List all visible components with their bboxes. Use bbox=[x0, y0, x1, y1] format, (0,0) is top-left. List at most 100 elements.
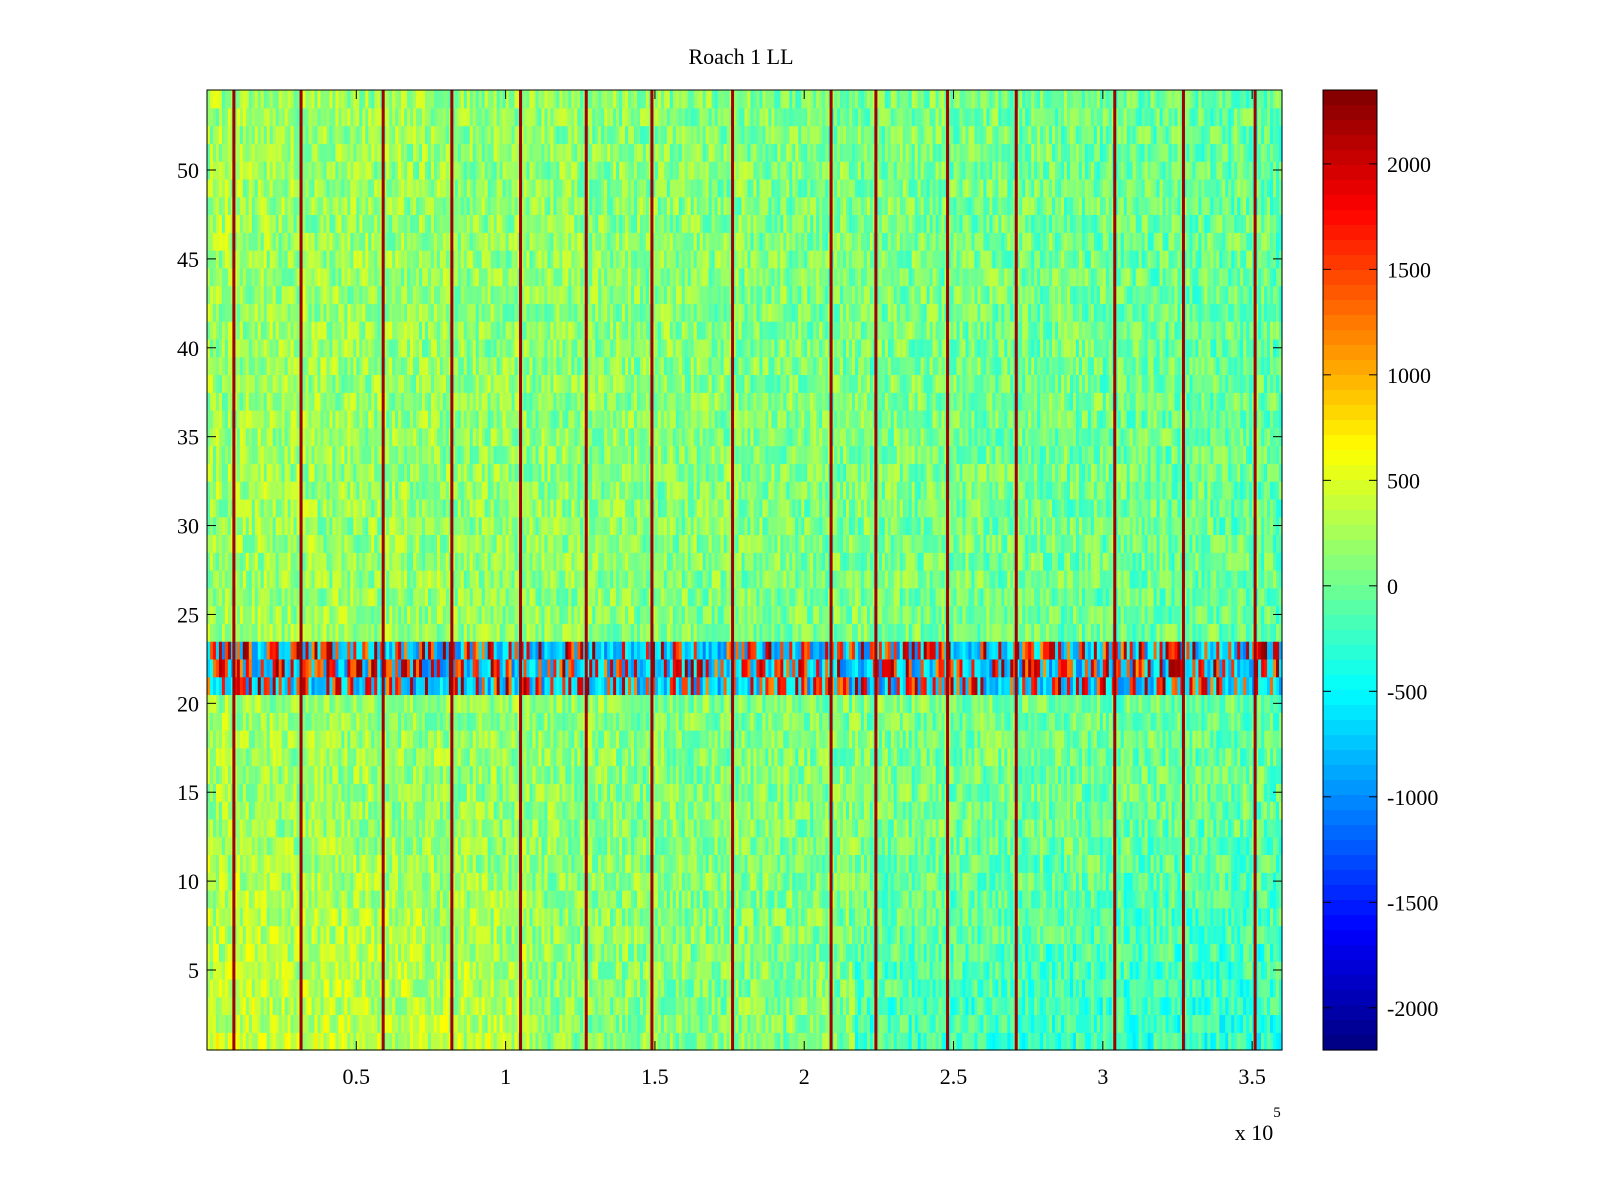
heatmap-cell bbox=[852, 961, 856, 980]
heatmap-cell bbox=[577, 1014, 581, 1033]
heatmap-cell bbox=[986, 943, 990, 962]
heatmap-cell bbox=[281, 943, 286, 962]
heatmap-cell bbox=[1183, 961, 1188, 980]
heatmap-cell bbox=[487, 907, 492, 927]
heatmap-cell bbox=[392, 978, 396, 998]
heatmap-cell bbox=[236, 907, 241, 927]
heatmap-cell bbox=[287, 961, 292, 980]
heatmap-cell bbox=[487, 961, 492, 980]
heatmap-cell bbox=[1264, 961, 1268, 980]
heatmap-cell bbox=[607, 1032, 611, 1051]
heatmap-cell bbox=[622, 961, 626, 980]
heatmap-cell bbox=[896, 925, 901, 944]
heatmap-cell bbox=[714, 961, 719, 980]
heatmap-cell bbox=[795, 996, 799, 1016]
heatmap-cell bbox=[239, 978, 244, 998]
heatmap-cell bbox=[305, 978, 310, 998]
heatmap-cell bbox=[917, 978, 922, 998]
heatmap-cell bbox=[962, 943, 967, 962]
heatmap-cell bbox=[1067, 1032, 1071, 1051]
heatmap-cell bbox=[986, 1032, 990, 1051]
heatmap-cell bbox=[332, 978, 337, 998]
heatmap-cell bbox=[1240, 961, 1244, 980]
heatmap-cell bbox=[532, 1014, 537, 1033]
heatmap-cell bbox=[439, 943, 444, 962]
heatmap-cell bbox=[1058, 925, 1062, 944]
heatmap-cell bbox=[980, 907, 984, 927]
heatmap-cell bbox=[962, 961, 967, 980]
heatmap-cell bbox=[556, 961, 560, 980]
heatmap-cell bbox=[902, 1014, 907, 1033]
heatmap-cell bbox=[1105, 925, 1110, 944]
heatmap-cell bbox=[1264, 1032, 1268, 1051]
heatmap-cell bbox=[475, 1014, 480, 1033]
heatmap-cell bbox=[1123, 1032, 1128, 1051]
heatmap-cell bbox=[789, 961, 793, 980]
heatmap-cell bbox=[1255, 1032, 1259, 1051]
heatmap-cell bbox=[281, 1014, 286, 1033]
heatmap-cell bbox=[460, 907, 465, 927]
heatmap-cell bbox=[263, 907, 268, 927]
heatmap-cell bbox=[819, 1014, 823, 1033]
heatmap-cell bbox=[422, 925, 426, 944]
heatmap-cell bbox=[1267, 961, 1271, 980]
heatmap-cell bbox=[520, 1014, 525, 1033]
heatmap-cell bbox=[1243, 925, 1247, 944]
heatmap-cell bbox=[1195, 961, 1199, 980]
heatmap-cell bbox=[642, 996, 647, 1016]
heatmap-cell bbox=[350, 1032, 354, 1051]
heatmap-cell bbox=[302, 996, 307, 1016]
heatmap-cell bbox=[362, 943, 366, 962]
heatmap-cell bbox=[466, 907, 471, 927]
heatmap-cell bbox=[323, 943, 328, 962]
heatmap-cell bbox=[278, 978, 283, 998]
heatmap-cell bbox=[786, 961, 790, 980]
heatmap-cell bbox=[272, 996, 277, 1016]
heatmap-cell bbox=[938, 961, 943, 980]
heatmap-cell bbox=[1093, 925, 1098, 944]
heatmap-cell bbox=[1279, 978, 1283, 998]
heatmap-cell bbox=[1016, 925, 1020, 944]
heatmap-cell bbox=[798, 925, 802, 944]
heatmap-cell bbox=[920, 1014, 925, 1033]
heatmap-cell bbox=[849, 907, 853, 927]
heatmap-cell bbox=[356, 1014, 360, 1033]
heatmap-cell bbox=[977, 996, 982, 1016]
heatmap-cell bbox=[651, 978, 656, 998]
heatmap-cell bbox=[756, 925, 761, 944]
heatmap-cell bbox=[457, 996, 462, 1016]
heatmap-cell bbox=[840, 1014, 844, 1033]
heatmap-cell bbox=[816, 1032, 820, 1051]
heatmap-cell bbox=[427, 978, 432, 998]
heatmap-cell bbox=[687, 1014, 692, 1033]
heatmap-cell bbox=[508, 961, 513, 980]
heatmap-cell bbox=[505, 996, 510, 1016]
heatmap-cell bbox=[589, 907, 593, 927]
heatmap-cell bbox=[642, 978, 647, 998]
heatmap-cell bbox=[353, 925, 357, 944]
heatmap-cell bbox=[1096, 1032, 1101, 1051]
heatmap-cell bbox=[323, 907, 328, 927]
heatmap-cell bbox=[971, 996, 976, 1016]
heatmap-cell bbox=[1061, 943, 1065, 962]
heatmap-cell bbox=[890, 907, 895, 927]
heatmap-cell bbox=[454, 925, 459, 944]
heatmap-cell bbox=[804, 961, 808, 980]
heatmap-cell bbox=[1246, 961, 1250, 980]
heatmap-cell bbox=[347, 978, 351, 998]
heatmap-cell bbox=[950, 943, 955, 962]
heatmap-cell bbox=[260, 1032, 265, 1051]
heatmap-cell bbox=[1072, 1014, 1077, 1033]
heatmap-cell bbox=[302, 961, 307, 980]
heatmap-cell bbox=[392, 1032, 396, 1051]
heatmap-cell bbox=[305, 1014, 310, 1033]
heatmap-cell bbox=[383, 996, 387, 1016]
heatmap-cell bbox=[657, 1014, 662, 1033]
heatmap-cell bbox=[419, 943, 423, 962]
heatmap-cell bbox=[508, 907, 513, 927]
heatmap-cell bbox=[807, 996, 811, 1016]
heatmap-cell bbox=[899, 925, 904, 944]
heatmap-cell bbox=[1075, 943, 1080, 962]
heatmap-cell bbox=[580, 961, 584, 980]
heatmap-cell bbox=[410, 943, 414, 962]
